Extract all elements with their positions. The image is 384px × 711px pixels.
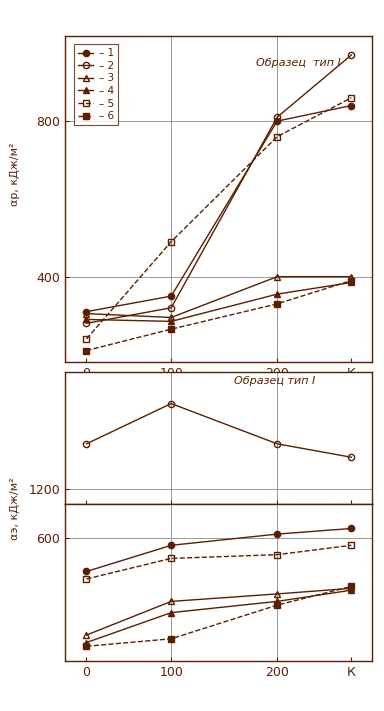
Text: Образец тип I: Образец тип I bbox=[234, 376, 316, 386]
Text: αр, кДж/м²: αр, кДж/м² bbox=[10, 142, 20, 206]
Text: αэ, кДж/м²: αэ, кДж/м² bbox=[10, 477, 20, 540]
Legend: – 1, – 2, – 3, – 4, – 5, – 6: – 1, – 2, – 3, – 4, – 5, – 6 bbox=[74, 44, 118, 125]
Text: Образец  тип I: Образец тип I bbox=[256, 58, 341, 68]
